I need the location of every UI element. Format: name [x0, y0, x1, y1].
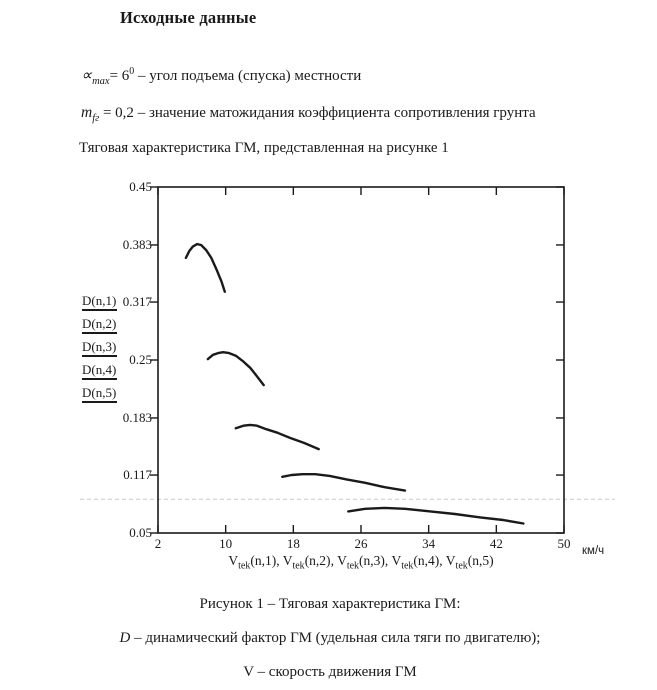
- legend-item: D(n,1): [82, 293, 117, 311]
- x-axis-label-part: V: [228, 553, 239, 568]
- caption-d-text: – динамический фактор ГМ (удельная сила …: [130, 630, 541, 646]
- chart-legend: D(n,1) D(n,2) D(n,3) D(n,4) D(n,5): [82, 293, 117, 408]
- alpha-value: = 6: [109, 68, 130, 84]
- m-subscript: fг: [92, 113, 100, 124]
- m-symbol: m: [81, 104, 93, 121]
- x-axis-label-part: (n,3): [359, 553, 385, 568]
- alpha-description: – угол подъема (спуска) местности: [134, 68, 362, 84]
- series-D(n,4): [281, 473, 407, 492]
- m-description: – значение матожидания коэффициента сопр…: [133, 105, 536, 121]
- x-axis-label-part: V: [337, 553, 347, 568]
- legend-label: D(n,1): [82, 293, 117, 308]
- param-alpha-max: ∝max= 60 – угол подъема (спуска) местнос…: [81, 66, 361, 87]
- legend-item: D(n,5): [82, 385, 117, 403]
- legend-line-sample: [82, 332, 117, 334]
- caption-d-symbol: D: [119, 630, 131, 646]
- legend-item: D(n,4): [82, 362, 117, 380]
- series-D(n,1): [184, 242, 227, 293]
- x-axis-label-part: tek: [401, 560, 414, 572]
- series-D(n,5): [347, 506, 525, 525]
- x-axis-label-part: (n,5): [467, 553, 494, 568]
- legend-line-sample: [82, 355, 117, 357]
- legend-label: D(n,3): [82, 339, 117, 354]
- x-axis-label-part: tek: [346, 560, 360, 572]
- legend-line-sample: [82, 378, 117, 380]
- alpha-symbol: ∝: [81, 67, 93, 84]
- legend-item: D(n,2): [82, 316, 117, 334]
- alpha-subscript: max: [92, 76, 110, 87]
- x-axis-label-part: tek: [238, 560, 251, 572]
- x-axis-label-part: (n,1): [250, 553, 277, 568]
- x-axis-label-part: V: [445, 553, 456, 568]
- x-axis-label-part: tek: [292, 560, 305, 572]
- x-axis-label-part: (n,4): [413, 553, 440, 568]
- page-title: Исходные данные: [120, 8, 257, 27]
- x-axis-label: Vtek(n,1), Vtek(n,2), Vtek(n,3), Vtek(n,…: [228, 553, 494, 572]
- x-axis-label-part: (n,2): [304, 553, 331, 568]
- x-axis-unit-label: км/ч: [582, 545, 605, 557]
- alpha-superscript: 0: [129, 66, 135, 77]
- figure-caption-block: Рисунок 1 – Тяговая характеристика ГМ: D…: [10, 595, 650, 690]
- series-D(n,2): [206, 351, 265, 387]
- legend-item: D(n,3): [82, 339, 117, 357]
- chart-intro-text: Тяговая характеристика ГМ, представленна…: [79, 140, 449, 156]
- legend-line-sample: [82, 401, 117, 403]
- legend-label: D(n,5): [82, 385, 117, 400]
- figure-caption-title: Рисунок 1 – Тяговая характеристика ГМ:: [199, 596, 461, 612]
- series-D(n,3): [234, 423, 320, 451]
- x-axis-label-part: V: [282, 553, 293, 568]
- param-m-fr: mfг = 0,2 – значение матожидания коэффиц…: [81, 103, 536, 124]
- caption-v-definition: V – скорость движения ГМ: [243, 664, 417, 680]
- m-value: = 0,2: [99, 105, 134, 121]
- x-axis-label-part: tek: [455, 560, 468, 572]
- legend-label: D(n,2): [82, 316, 117, 331]
- x-axis-label-part: V: [391, 553, 402, 568]
- legend-label: D(n,4): [82, 362, 117, 377]
- caption-d-definition: D – динамический фактор ГМ (удельная сил…: [10, 629, 650, 648]
- legend-line-sample: [82, 309, 117, 311]
